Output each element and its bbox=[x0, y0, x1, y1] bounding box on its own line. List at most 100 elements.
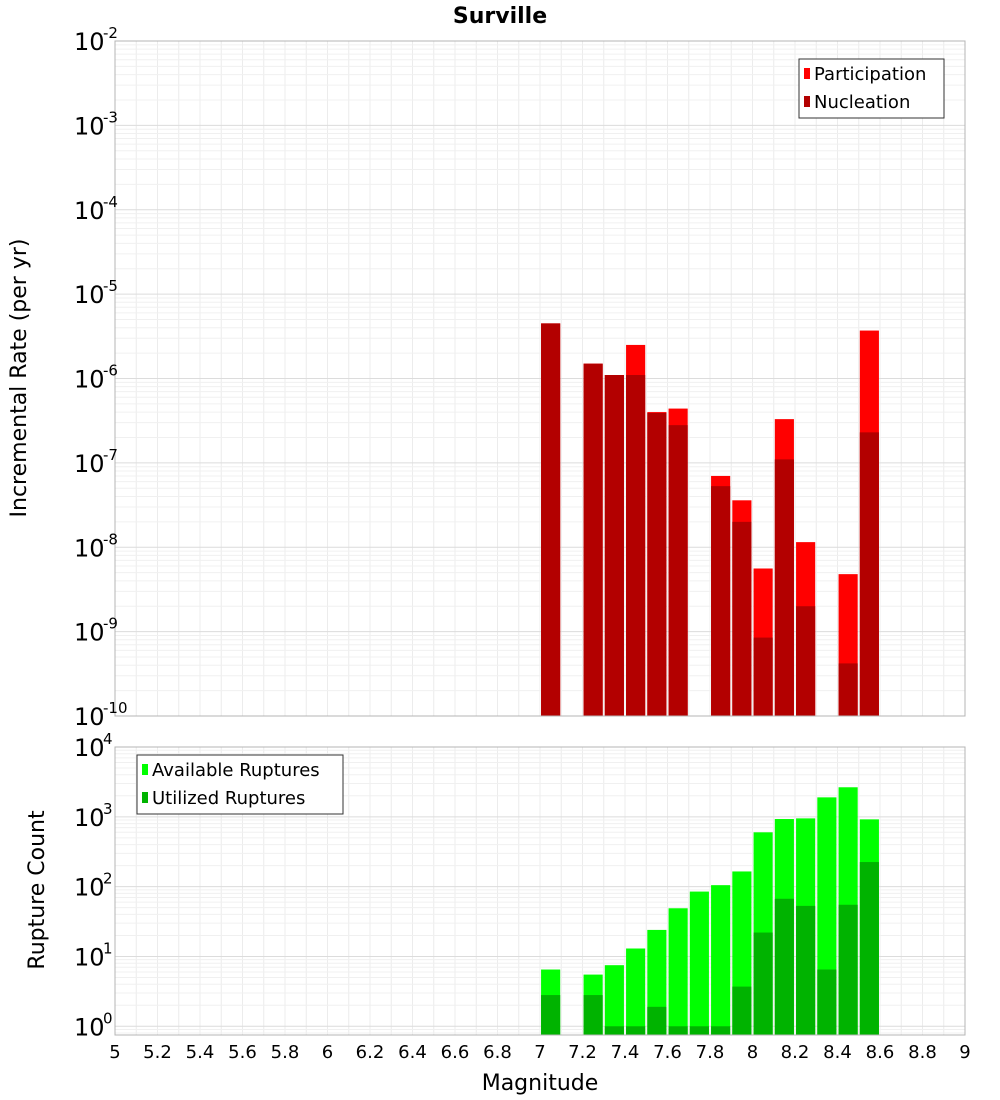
bottom-bar-utilized-ruptures bbox=[838, 904, 858, 1035]
bottom-legend-label-available-ruptures: Available Ruptures bbox=[152, 760, 320, 781]
bottom-y-tick-base: 10 bbox=[74, 734, 105, 762]
bottom-plot-border bbox=[114, 746, 966, 1036]
bottom-bar-utilized-ruptures bbox=[711, 1026, 731, 1035]
top-bar-nucleation bbox=[753, 637, 773, 716]
top-bar-nucleation bbox=[583, 363, 603, 716]
x-tick-label: 6 bbox=[322, 1042, 333, 1063]
top-bar-nucleation bbox=[626, 375, 646, 716]
top-y-tick-base: 10 bbox=[74, 197, 105, 225]
top-y-tick-label: 10-4 bbox=[74, 193, 118, 225]
bottom-y-tick-exponent: 0 bbox=[103, 1009, 113, 1027]
top-y-tick-exponent: -5 bbox=[103, 277, 118, 295]
top-y-tick-exponent: -10 bbox=[103, 699, 128, 717]
bottom-bar-available-ruptures bbox=[626, 948, 646, 1035]
bottom-bar-available-ruptures bbox=[689, 891, 709, 1035]
top-legend-box bbox=[798, 58, 945, 119]
bottom-legend-label-utilized-ruptures: Utilized Ruptures bbox=[152, 788, 305, 809]
top-bar-nucleation bbox=[732, 521, 752, 716]
top-bar-nucleation bbox=[647, 413, 667, 716]
top-y-tick-exponent: -6 bbox=[103, 362, 118, 380]
x-tick-label: 7.6 bbox=[653, 1042, 682, 1063]
top-y-tick-label: 10-6 bbox=[74, 362, 118, 394]
bottom-y-tick-label: 104 bbox=[74, 730, 113, 762]
bottom-bar-utilized-ruptures bbox=[753, 932, 773, 1035]
bottom-y-tick-base: 10 bbox=[74, 874, 105, 902]
bottom-y-tick-label: 103 bbox=[74, 800, 113, 832]
top-legend-label-participation: Participation bbox=[814, 64, 926, 85]
bottom-legend-swatch-utilized-ruptures bbox=[142, 792, 148, 803]
top-y-tick-exponent: -4 bbox=[103, 193, 118, 211]
top-y-tick-label: 10-5 bbox=[74, 277, 118, 309]
bottom-bar-utilized-ruptures bbox=[859, 862, 879, 1035]
top-bar-nucleation bbox=[859, 432, 879, 716]
bottom-y-tick-base: 10 bbox=[74, 943, 105, 971]
top-y-tick-label: 10-8 bbox=[74, 530, 118, 562]
top-y-axis-title: Incremental Rate (per yr) bbox=[7, 239, 32, 518]
top-legend-swatch-participation bbox=[804, 68, 810, 79]
x-axis-title: Magnitude bbox=[482, 1071, 599, 1096]
bottom-bar-utilized-ruptures bbox=[541, 995, 561, 1035]
x-tick-label: 6.8 bbox=[483, 1042, 512, 1063]
x-tick-label: 6.6 bbox=[441, 1042, 470, 1063]
top-y-tick-base: 10 bbox=[74, 703, 105, 731]
top-y-tick-base: 10 bbox=[74, 534, 105, 562]
bottom-bar-utilized-ruptures bbox=[732, 986, 752, 1035]
x-tick-label: 5.4 bbox=[186, 1042, 215, 1063]
x-tick-label: 7 bbox=[534, 1042, 545, 1063]
x-tick-label: 8 bbox=[747, 1042, 758, 1063]
top-y-tick-exponent: -9 bbox=[103, 615, 118, 633]
chart-title: Surville bbox=[453, 4, 547, 29]
top-legend-swatch-nucleation bbox=[804, 96, 810, 107]
x-tick-label: 6.2 bbox=[356, 1042, 385, 1063]
bottom-y-tick-exponent: 4 bbox=[103, 730, 113, 748]
bottom-bar-utilized-ruptures bbox=[647, 1006, 667, 1035]
x-tick-label: 5 bbox=[109, 1042, 120, 1063]
top-bar-nucleation bbox=[796, 606, 816, 716]
bottom-bar-utilized-ruptures bbox=[774, 898, 794, 1035]
bottom-bar-utilized-ruptures bbox=[668, 1026, 688, 1035]
bottom-y-tick-exponent: 2 bbox=[103, 870, 113, 888]
x-tick-label: 7.8 bbox=[696, 1042, 725, 1063]
x-tick-label: 8.8 bbox=[908, 1042, 937, 1063]
x-tick-label: 7.2 bbox=[568, 1042, 597, 1063]
bottom-bar-available-ruptures bbox=[604, 965, 624, 1035]
x-tick-label: 8.4 bbox=[823, 1042, 852, 1063]
top-bar-nucleation bbox=[541, 323, 561, 716]
x-tick-label: 5.6 bbox=[228, 1042, 257, 1063]
bottom-bar-utilized-ruptures bbox=[689, 1026, 709, 1035]
top-legend: Participation Nucleation bbox=[798, 58, 945, 119]
top-y-tick-exponent: -8 bbox=[103, 530, 118, 548]
bottom-y-tick-label: 101 bbox=[74, 939, 113, 971]
top-bar-nucleation bbox=[604, 375, 624, 716]
top-bar-nucleation bbox=[668, 425, 688, 716]
top-y-tick-exponent: -2 bbox=[103, 24, 118, 42]
top-y-tick-label: 10-7 bbox=[74, 446, 118, 478]
top-y-tick-base: 10 bbox=[74, 281, 105, 309]
bottom-bar-available-ruptures bbox=[711, 885, 731, 1035]
x-tick-label: 5.8 bbox=[271, 1042, 300, 1063]
bottom-y-tick-label: 102 bbox=[74, 870, 113, 902]
x-tick-label: 9 bbox=[959, 1042, 970, 1063]
bottom-y-tick-label: 100 bbox=[74, 1009, 113, 1041]
x-tick-label: 8.6 bbox=[866, 1042, 895, 1063]
bottom-y-axis-title: Rupture Count bbox=[25, 810, 50, 970]
bottom-bar-utilized-ruptures bbox=[626, 1026, 646, 1035]
top-y-tick-base: 10 bbox=[74, 450, 105, 478]
top-bar-nucleation bbox=[774, 459, 794, 716]
bottom-bar-utilized-ruptures bbox=[604, 1026, 624, 1035]
top-bar-nucleation bbox=[711, 486, 731, 716]
bottom-bar-utilized-ruptures bbox=[583, 995, 603, 1035]
top-y-tick-exponent: -7 bbox=[103, 446, 118, 464]
top-y-tick-exponent: -3 bbox=[103, 108, 118, 126]
bottom-y-tick-base: 10 bbox=[74, 804, 105, 832]
bottom-legend: Available Ruptures Utilized Ruptures bbox=[136, 754, 344, 815]
top-y-tick-label: 10-3 bbox=[74, 108, 118, 140]
top-legend-label-nucleation: Nucleation bbox=[814, 92, 910, 113]
top-y-tick-base: 10 bbox=[74, 112, 105, 140]
bottom-y-tick-exponent: 1 bbox=[103, 939, 113, 957]
top-y-tick-base: 10 bbox=[74, 366, 105, 394]
x-tick-label: 8.2 bbox=[781, 1042, 810, 1063]
top-y-tick-label: 10-9 bbox=[74, 615, 118, 647]
